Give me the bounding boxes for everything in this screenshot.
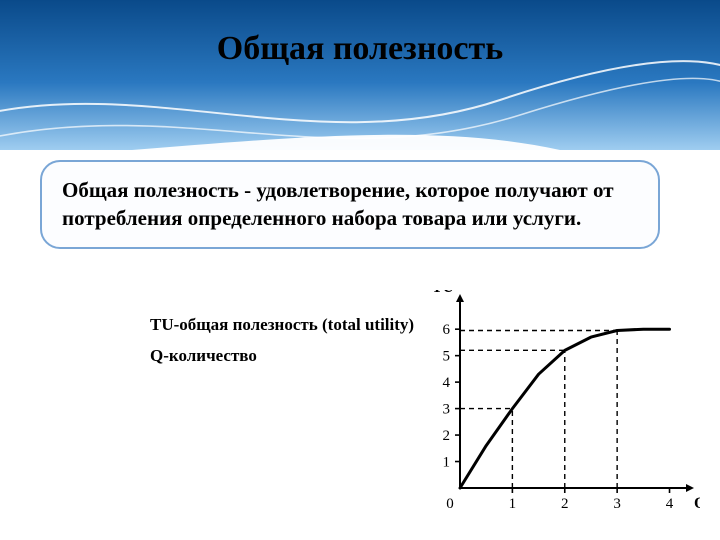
definition-text: Общая полезность - удовлетворение, котор…	[62, 178, 614, 230]
x-tick-label: 4	[666, 496, 674, 512]
y-axis-arrow	[456, 294, 464, 302]
y-tick-label: 4	[443, 375, 451, 391]
x-tick-label: 1	[509, 496, 517, 512]
x-axis-arrow	[686, 484, 694, 492]
slide-title: Общая полезность	[0, 30, 720, 68]
x-tick-label: 0	[446, 496, 454, 512]
legend-line-tu: TU-общая полезность (total utility)	[150, 310, 414, 341]
total-utility-chart: TU Q 0 1 2 3 4 1 2 3 4 5 6	[430, 290, 700, 520]
x-axis-label: Q	[694, 495, 700, 512]
y-tick-label: 5	[443, 349, 451, 365]
chart-legend: TU-общая полезность (total utility) Q-ко…	[150, 310, 414, 371]
slide: Общая полезность Общая полезность - удов…	[0, 0, 720, 540]
y-axis-label: TU	[432, 290, 455, 296]
y-tick-label: 1	[443, 455, 451, 471]
y-tick-label: 6	[443, 322, 451, 338]
x-tick-label: 2	[561, 496, 569, 512]
slide-header: Общая полезность	[0, 0, 720, 150]
y-tick-label: 3	[443, 402, 451, 418]
y-tick-label: 2	[443, 428, 451, 444]
definition-box: Общая полезность - удовлетворение, котор…	[40, 160, 660, 249]
x-tick-label: 3	[613, 496, 621, 512]
header-background	[0, 0, 720, 150]
legend-line-q: Q-количество	[150, 341, 414, 372]
